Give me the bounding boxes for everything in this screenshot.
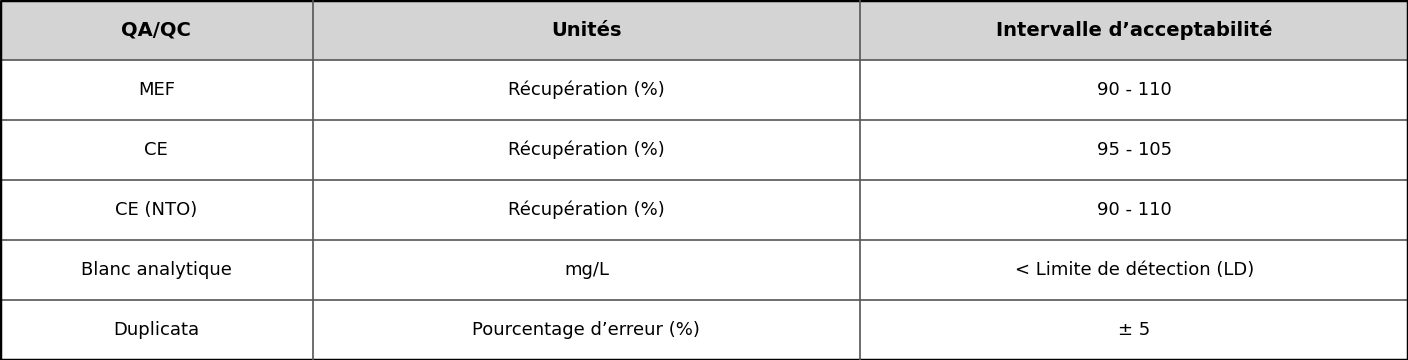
- Bar: [0, 60, 313, 120]
- Text: Intervalle d’acceptabilité: Intervalle d’acceptabilité: [995, 20, 1273, 40]
- Bar: [313, 60, 860, 120]
- Bar: [0, 240, 313, 300]
- Bar: [313, 180, 860, 240]
- Text: Récupération (%): Récupération (%): [508, 201, 665, 219]
- Text: mg/L: mg/L: [565, 261, 608, 279]
- Text: 90 - 110: 90 - 110: [1097, 81, 1171, 99]
- Text: Pourcentage d’erreur (%): Pourcentage d’erreur (%): [473, 321, 700, 339]
- Bar: [860, 180, 1408, 240]
- Text: Récupération (%): Récupération (%): [508, 141, 665, 159]
- Text: 95 - 105: 95 - 105: [1097, 141, 1171, 159]
- Bar: [313, 240, 860, 300]
- Bar: [0, 0, 313, 60]
- Text: QA/QC: QA/QC: [121, 21, 191, 40]
- Bar: [0, 300, 313, 360]
- Text: Blanc analytique: Blanc analytique: [80, 261, 232, 279]
- Bar: [313, 120, 860, 180]
- Text: Duplicata: Duplicata: [113, 321, 200, 339]
- Text: CE (NTO): CE (NTO): [115, 201, 197, 219]
- Text: MEF: MEF: [138, 81, 175, 99]
- Text: ± 5: ± 5: [1118, 321, 1150, 339]
- Bar: [313, 300, 860, 360]
- Text: Récupération (%): Récupération (%): [508, 81, 665, 99]
- Bar: [0, 120, 313, 180]
- Bar: [860, 0, 1408, 60]
- Text: Unités: Unités: [551, 21, 622, 40]
- Bar: [860, 300, 1408, 360]
- Text: < Limite de détection (LD): < Limite de détection (LD): [1015, 261, 1253, 279]
- Bar: [313, 0, 860, 60]
- Text: 90 - 110: 90 - 110: [1097, 201, 1171, 219]
- Bar: [0, 180, 313, 240]
- Text: CE: CE: [145, 141, 168, 159]
- Bar: [860, 240, 1408, 300]
- Bar: [860, 120, 1408, 180]
- Bar: [860, 60, 1408, 120]
